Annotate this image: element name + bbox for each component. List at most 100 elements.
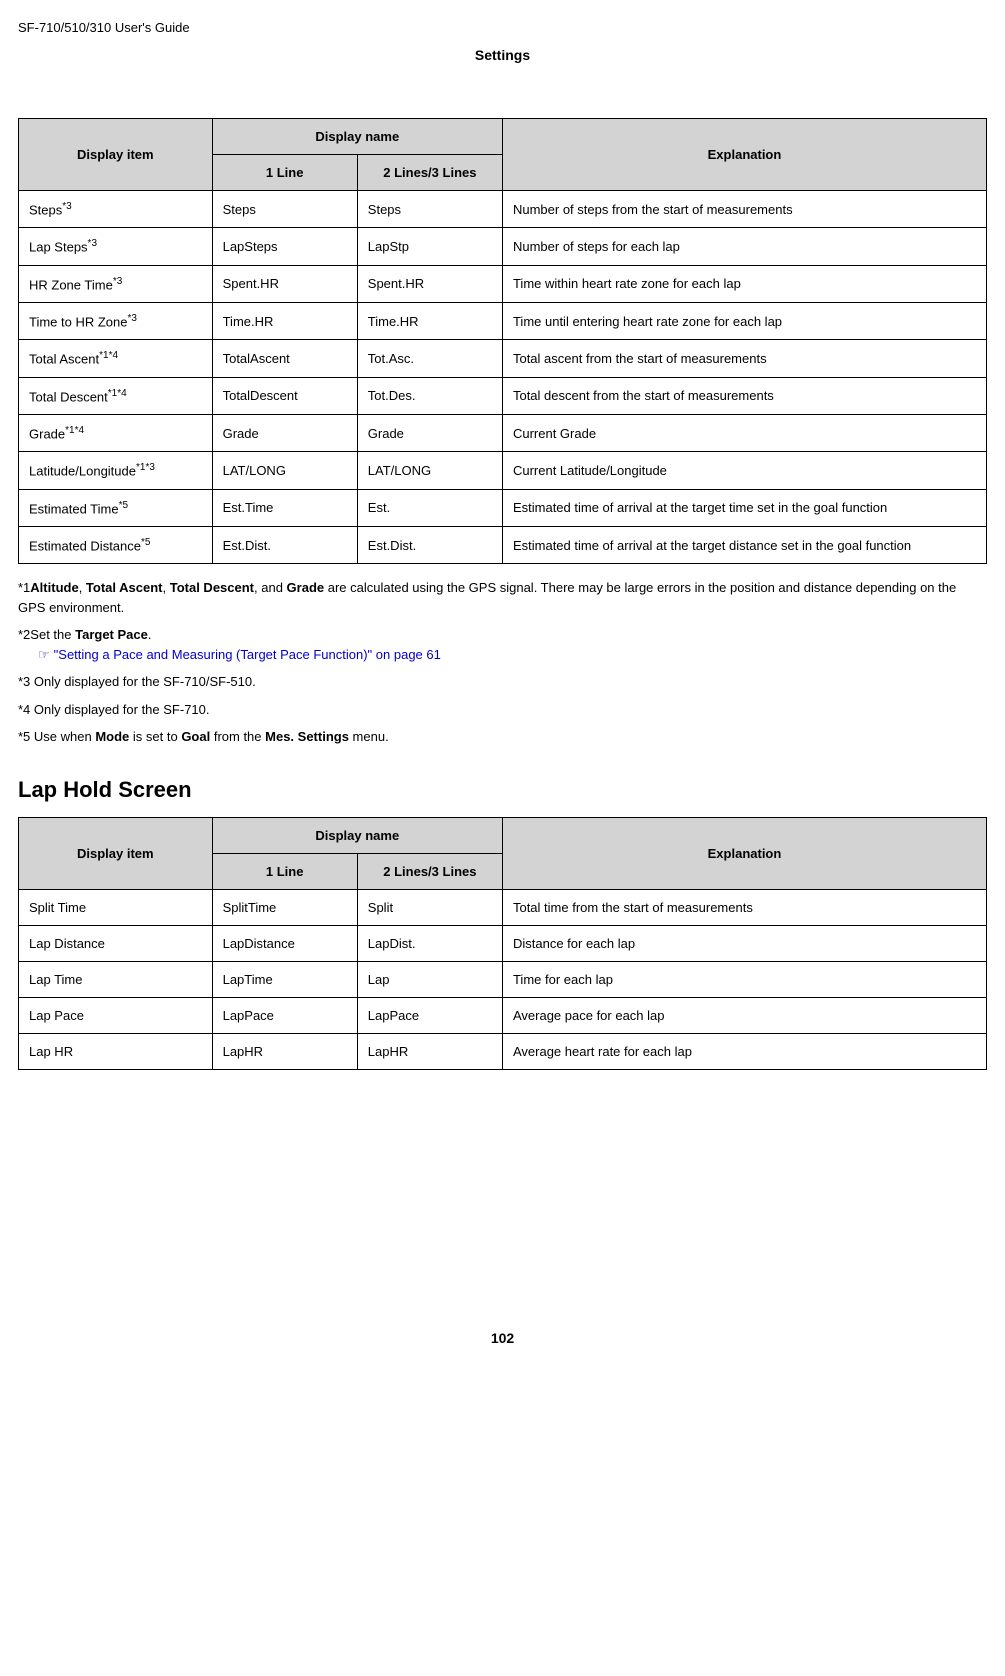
footnote-bold: Target Pace: [75, 627, 148, 642]
cell-l2: LapStp: [357, 228, 502, 265]
cell-l2: Grade: [357, 414, 502, 451]
header-display-item: Display item: [19, 817, 213, 889]
footnote-bold: Mode: [95, 729, 129, 744]
table-row: Lap Steps*3 LapSteps LapStp Number of st…: [19, 228, 987, 265]
table-row: Estimated Distance*5 Est.Dist. Est.Dist.…: [19, 526, 987, 563]
cell-exp: Distance for each lap: [502, 925, 986, 961]
cell-l1: Steps: [212, 191, 357, 228]
cell-exp: Time within heart rate zone for each lap: [502, 265, 986, 302]
header-2-lines: 2 Lines/3 Lines: [357, 155, 502, 191]
footnote-bold: Total Descent: [170, 580, 254, 595]
footnote-text: menu.: [349, 729, 389, 744]
table-row: Lap Distance LapDistance LapDist. Distan…: [19, 925, 987, 961]
footnote-text: ,: [163, 580, 170, 595]
cell-item: Lap Time: [19, 961, 213, 997]
cell-sup: *3: [88, 238, 97, 249]
cell-l1: TotalDescent: [212, 377, 357, 414]
footnote-text: *2Set the: [18, 627, 75, 642]
cell-l1: SplitTime: [212, 889, 357, 925]
cell-l1: Spent.HR: [212, 265, 357, 302]
cell-sup: *1*4: [65, 425, 84, 436]
cell-exp: Current Grade: [502, 414, 986, 451]
cell-sup: *3: [113, 276, 122, 287]
cell-l1: LapDistance: [212, 925, 357, 961]
cell-l2: Steps: [357, 191, 502, 228]
header-1-line: 1 Line: [212, 155, 357, 191]
cell-item: HR Zone Time: [29, 277, 113, 292]
cell-l2: Tot.Des.: [357, 377, 502, 414]
table-measurement-screen: Display item Display name Explanation 1 …: [18, 118, 987, 564]
cell-sup: *1*4: [99, 350, 118, 361]
cell-l1: Est.Time: [212, 489, 357, 526]
cell-item: Split Time: [19, 889, 213, 925]
cell-l2: LapHR: [357, 1033, 502, 1069]
table-row: Steps*3 Steps Steps Number of steps from…: [19, 191, 987, 228]
footnote-2: *2Set the Target Pace. "Setting a Pace a…: [18, 625, 987, 664]
cell-l1: LapSteps: [212, 228, 357, 265]
cell-item: Time to HR Zone: [29, 314, 128, 329]
footnote-bold: Altitude: [30, 580, 78, 595]
cell-exp: Total time from the start of measurement…: [502, 889, 986, 925]
cell-l2: Spent.HR: [357, 265, 502, 302]
cell-item: Lap Steps: [29, 240, 88, 255]
footnote-text: from the: [210, 729, 265, 744]
header-2-lines: 2 Lines/3 Lines: [357, 853, 502, 889]
table-row: Grade*1*4 Grade Grade Current Grade: [19, 414, 987, 451]
footnote-link[interactable]: "Setting a Pace and Measuring (Target Pa…: [38, 647, 441, 662]
cell-sup: *1*4: [108, 388, 127, 399]
cell-l1: LapTime: [212, 961, 357, 997]
header-1-line: 1 Line: [212, 853, 357, 889]
cell-sup: *3: [62, 201, 71, 212]
cell-exp: Time until entering heart rate zone for …: [502, 302, 986, 339]
cell-exp: Estimated time of arrival at the target …: [502, 526, 986, 563]
footnote-4: *4 Only displayed for the SF-710.: [18, 700, 987, 720]
cell-sup: *1*3: [136, 462, 155, 473]
header-display-name: Display name: [212, 817, 502, 853]
table-row: Lap Time LapTime Lap Time for each lap: [19, 961, 987, 997]
cell-exp: Number of steps for each lap: [502, 228, 986, 265]
footnote-bold: Mes. Settings: [265, 729, 349, 744]
footnote-text: is set to: [129, 729, 181, 744]
table-row: Latitude/Longitude*1*3 LAT/LONG LAT/LONG…: [19, 452, 987, 489]
footnote-text: , and: [254, 580, 287, 595]
footnote-text: ,: [79, 580, 86, 595]
section-title-lap-hold: Lap Hold Screen: [18, 777, 987, 803]
table-row: Time to HR Zone*3 Time.HR Time.HR Time u…: [19, 302, 987, 339]
cell-item: Steps: [29, 202, 62, 217]
cell-exp: Estimated time of arrival at the target …: [502, 489, 986, 526]
footnote-text: .: [148, 627, 152, 642]
cell-l1: Grade: [212, 414, 357, 451]
cell-l1: Time.HR: [212, 302, 357, 339]
table-row: Lap HR LapHR LapHR Average heart rate fo…: [19, 1033, 987, 1069]
cell-exp: Number of steps from the start of measur…: [502, 191, 986, 228]
table-row: Total Ascent*1*4 TotalAscent Tot.Asc. To…: [19, 340, 987, 377]
cell-l1: LapHR: [212, 1033, 357, 1069]
cell-item: Estimated Distance: [29, 538, 141, 553]
cell-l1: Est.Dist.: [212, 526, 357, 563]
cell-l2: Est.Dist.: [357, 526, 502, 563]
table-row: Split Time SplitTime Split Total time fr…: [19, 889, 987, 925]
table-row: HR Zone Time*3 Spent.HR Spent.HR Time wi…: [19, 265, 987, 302]
cell-exp: Total descent from the start of measurem…: [502, 377, 986, 414]
footnote-3: *3 Only displayed for the SF-710/SF-510.: [18, 672, 987, 692]
cell-exp: Average pace for each lap: [502, 997, 986, 1033]
header-display-name: Display name: [212, 119, 502, 155]
cell-l2: LapPace: [357, 997, 502, 1033]
footnote-text: *1: [18, 580, 30, 595]
footnote-text: *5 Use when: [18, 729, 95, 744]
cell-item: Estimated Time: [29, 501, 119, 516]
table-row: Lap Pace LapPace LapPace Average pace fo…: [19, 997, 987, 1033]
footnote-bold: Total Ascent: [86, 580, 163, 595]
table-row: Total Descent*1*4 TotalDescent Tot.Des. …: [19, 377, 987, 414]
cell-l2: Split: [357, 889, 502, 925]
page-number: 102: [18, 1330, 987, 1346]
cell-item: Total Ascent: [29, 352, 99, 367]
cell-item: Lap Distance: [19, 925, 213, 961]
cell-item: Total Descent: [29, 389, 108, 404]
footnote-bold: Grade: [287, 580, 325, 595]
footnote-bold: Goal: [181, 729, 210, 744]
footnote-5: *5 Use when Mode is set to Goal from the…: [18, 727, 987, 747]
cell-item: Lap Pace: [19, 997, 213, 1033]
cell-exp: Current Latitude/Longitude: [502, 452, 986, 489]
cell-item: Latitude/Longitude: [29, 464, 136, 479]
